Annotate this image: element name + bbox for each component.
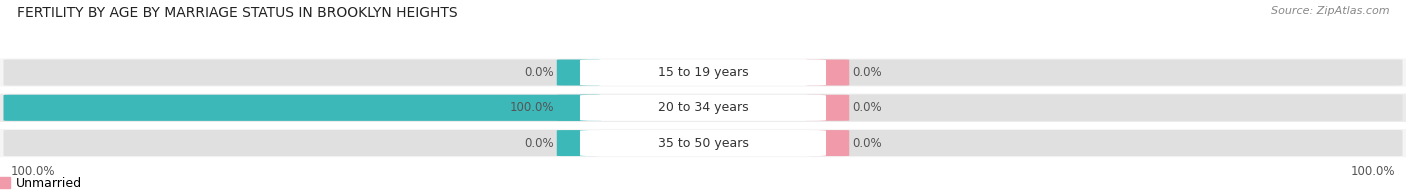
FancyBboxPatch shape	[807, 95, 849, 121]
FancyBboxPatch shape	[581, 95, 827, 121]
Text: 20 to 34 years: 20 to 34 years	[658, 101, 748, 114]
Text: 100.0%: 100.0%	[509, 101, 554, 114]
Text: 15 to 19 years: 15 to 19 years	[658, 66, 748, 79]
Text: 0.0%: 0.0%	[852, 101, 882, 114]
FancyBboxPatch shape	[0, 58, 1406, 87]
FancyBboxPatch shape	[3, 59, 602, 86]
Text: 35 to 50 years: 35 to 50 years	[658, 137, 748, 150]
FancyBboxPatch shape	[3, 95, 602, 121]
FancyBboxPatch shape	[804, 95, 1403, 121]
Text: 0.0%: 0.0%	[524, 137, 554, 150]
FancyBboxPatch shape	[3, 95, 602, 121]
FancyBboxPatch shape	[0, 129, 1406, 157]
FancyBboxPatch shape	[3, 130, 602, 156]
Text: Source: ZipAtlas.com: Source: ZipAtlas.com	[1271, 6, 1389, 16]
Text: 0.0%: 0.0%	[524, 66, 554, 79]
FancyBboxPatch shape	[557, 130, 599, 156]
FancyBboxPatch shape	[807, 130, 849, 156]
FancyBboxPatch shape	[557, 95, 599, 121]
FancyBboxPatch shape	[0, 94, 1406, 122]
FancyBboxPatch shape	[581, 130, 827, 156]
Text: 0.0%: 0.0%	[852, 66, 882, 79]
Text: 0.0%: 0.0%	[852, 137, 882, 150]
FancyBboxPatch shape	[581, 59, 827, 86]
FancyBboxPatch shape	[804, 59, 1403, 86]
Legend: Married, Unmarried: Married, Unmarried	[0, 172, 87, 195]
FancyBboxPatch shape	[557, 60, 599, 85]
Text: 100.0%: 100.0%	[1351, 165, 1395, 178]
FancyBboxPatch shape	[804, 130, 1403, 156]
Text: 100.0%: 100.0%	[10, 165, 55, 178]
Text: FERTILITY BY AGE BY MARRIAGE STATUS IN BROOKLYN HEIGHTS: FERTILITY BY AGE BY MARRIAGE STATUS IN B…	[17, 6, 457, 20]
FancyBboxPatch shape	[807, 60, 849, 85]
